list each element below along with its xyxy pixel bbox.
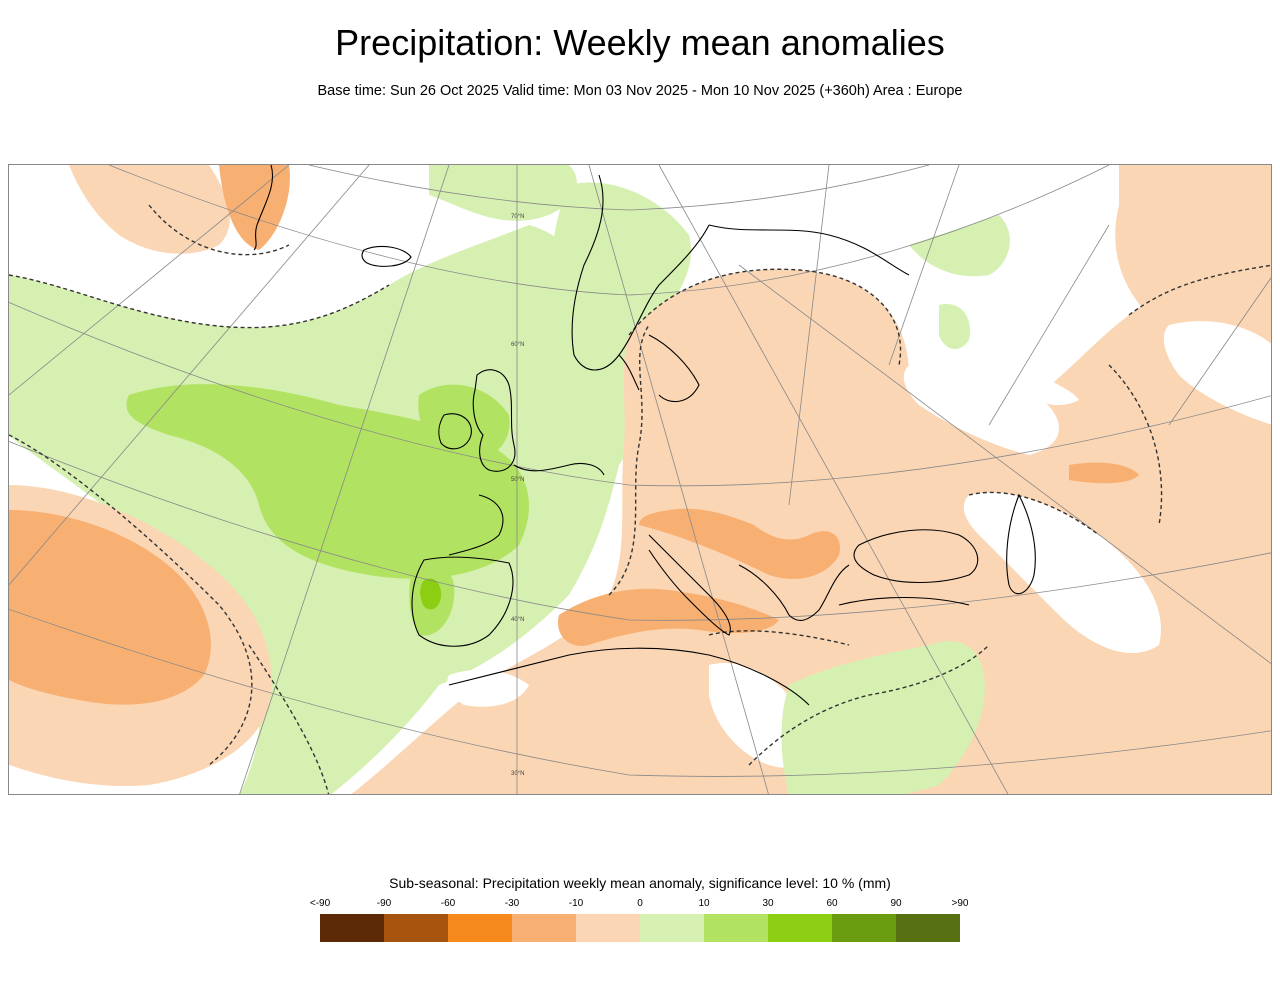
legend-tick-label: 60 — [826, 898, 838, 909]
legend-tick-label: >90 — [951, 898, 969, 909]
lat-label-70: 70°N — [511, 214, 524, 220]
legend-tick-label: 0 — [637, 898, 643, 909]
legend-title: Sub-seasonal: Precipitation weekly mean … — [389, 875, 891, 891]
lat-label-30: 30°N — [511, 771, 524, 777]
lat-label-60: 60°N — [511, 342, 524, 348]
significance-contours — [9, 204, 1271, 794]
legend-swatch-6 — [704, 914, 768, 942]
map-canvas: 70°N 60°N 50°N 40°N 30°N — [9, 165, 1271, 794]
legend-swatch-9 — [896, 914, 960, 942]
legend-tick-label: 30 — [762, 898, 774, 909]
legend-tick-label: -30 — [504, 898, 520, 909]
legend-swatch-0 — [320, 914, 384, 942]
anomaly-map: 70°N 60°N 50°N 40°N 30°N — [8, 164, 1272, 795]
legend-swatch-1 — [384, 914, 448, 942]
legend-tick-label: -10 — [568, 898, 584, 909]
legend-tick-label: -60 — [440, 898, 456, 909]
lat-label-50: 50°N — [511, 477, 524, 483]
page-title: Precipitation: Weekly mean anomalies — [335, 22, 945, 63]
legend-swatch-3 — [512, 914, 576, 942]
lat-label-40: 40°N — [511, 617, 524, 623]
page-subtitle: Base time: Sun 26 Oct 2025 Valid time: M… — [317, 83, 963, 99]
legend-tick-label: -90 — [376, 898, 392, 909]
mediterranean-dry-band — [639, 508, 840, 579]
legend-tick-label: <-90 — [309, 898, 331, 909]
legend-swatch-5 — [640, 914, 704, 942]
legend-swatch-8 — [832, 914, 896, 942]
legend-swatch-7 — [768, 914, 832, 942]
graticule — [9, 165, 1271, 794]
legend-colorbar — [320, 914, 960, 942]
coastlines — [253, 165, 1036, 706]
legend-swatch-2 — [448, 914, 512, 942]
legend-ticks: <-90 -90 -60 -30 -10 0 10 30 60 90 >90 — [310, 898, 969, 910]
legend-swatch-4 — [576, 914, 640, 942]
legend-tick-label: 10 — [698, 898, 710, 909]
legend-tick-label: 90 — [890, 898, 902, 909]
